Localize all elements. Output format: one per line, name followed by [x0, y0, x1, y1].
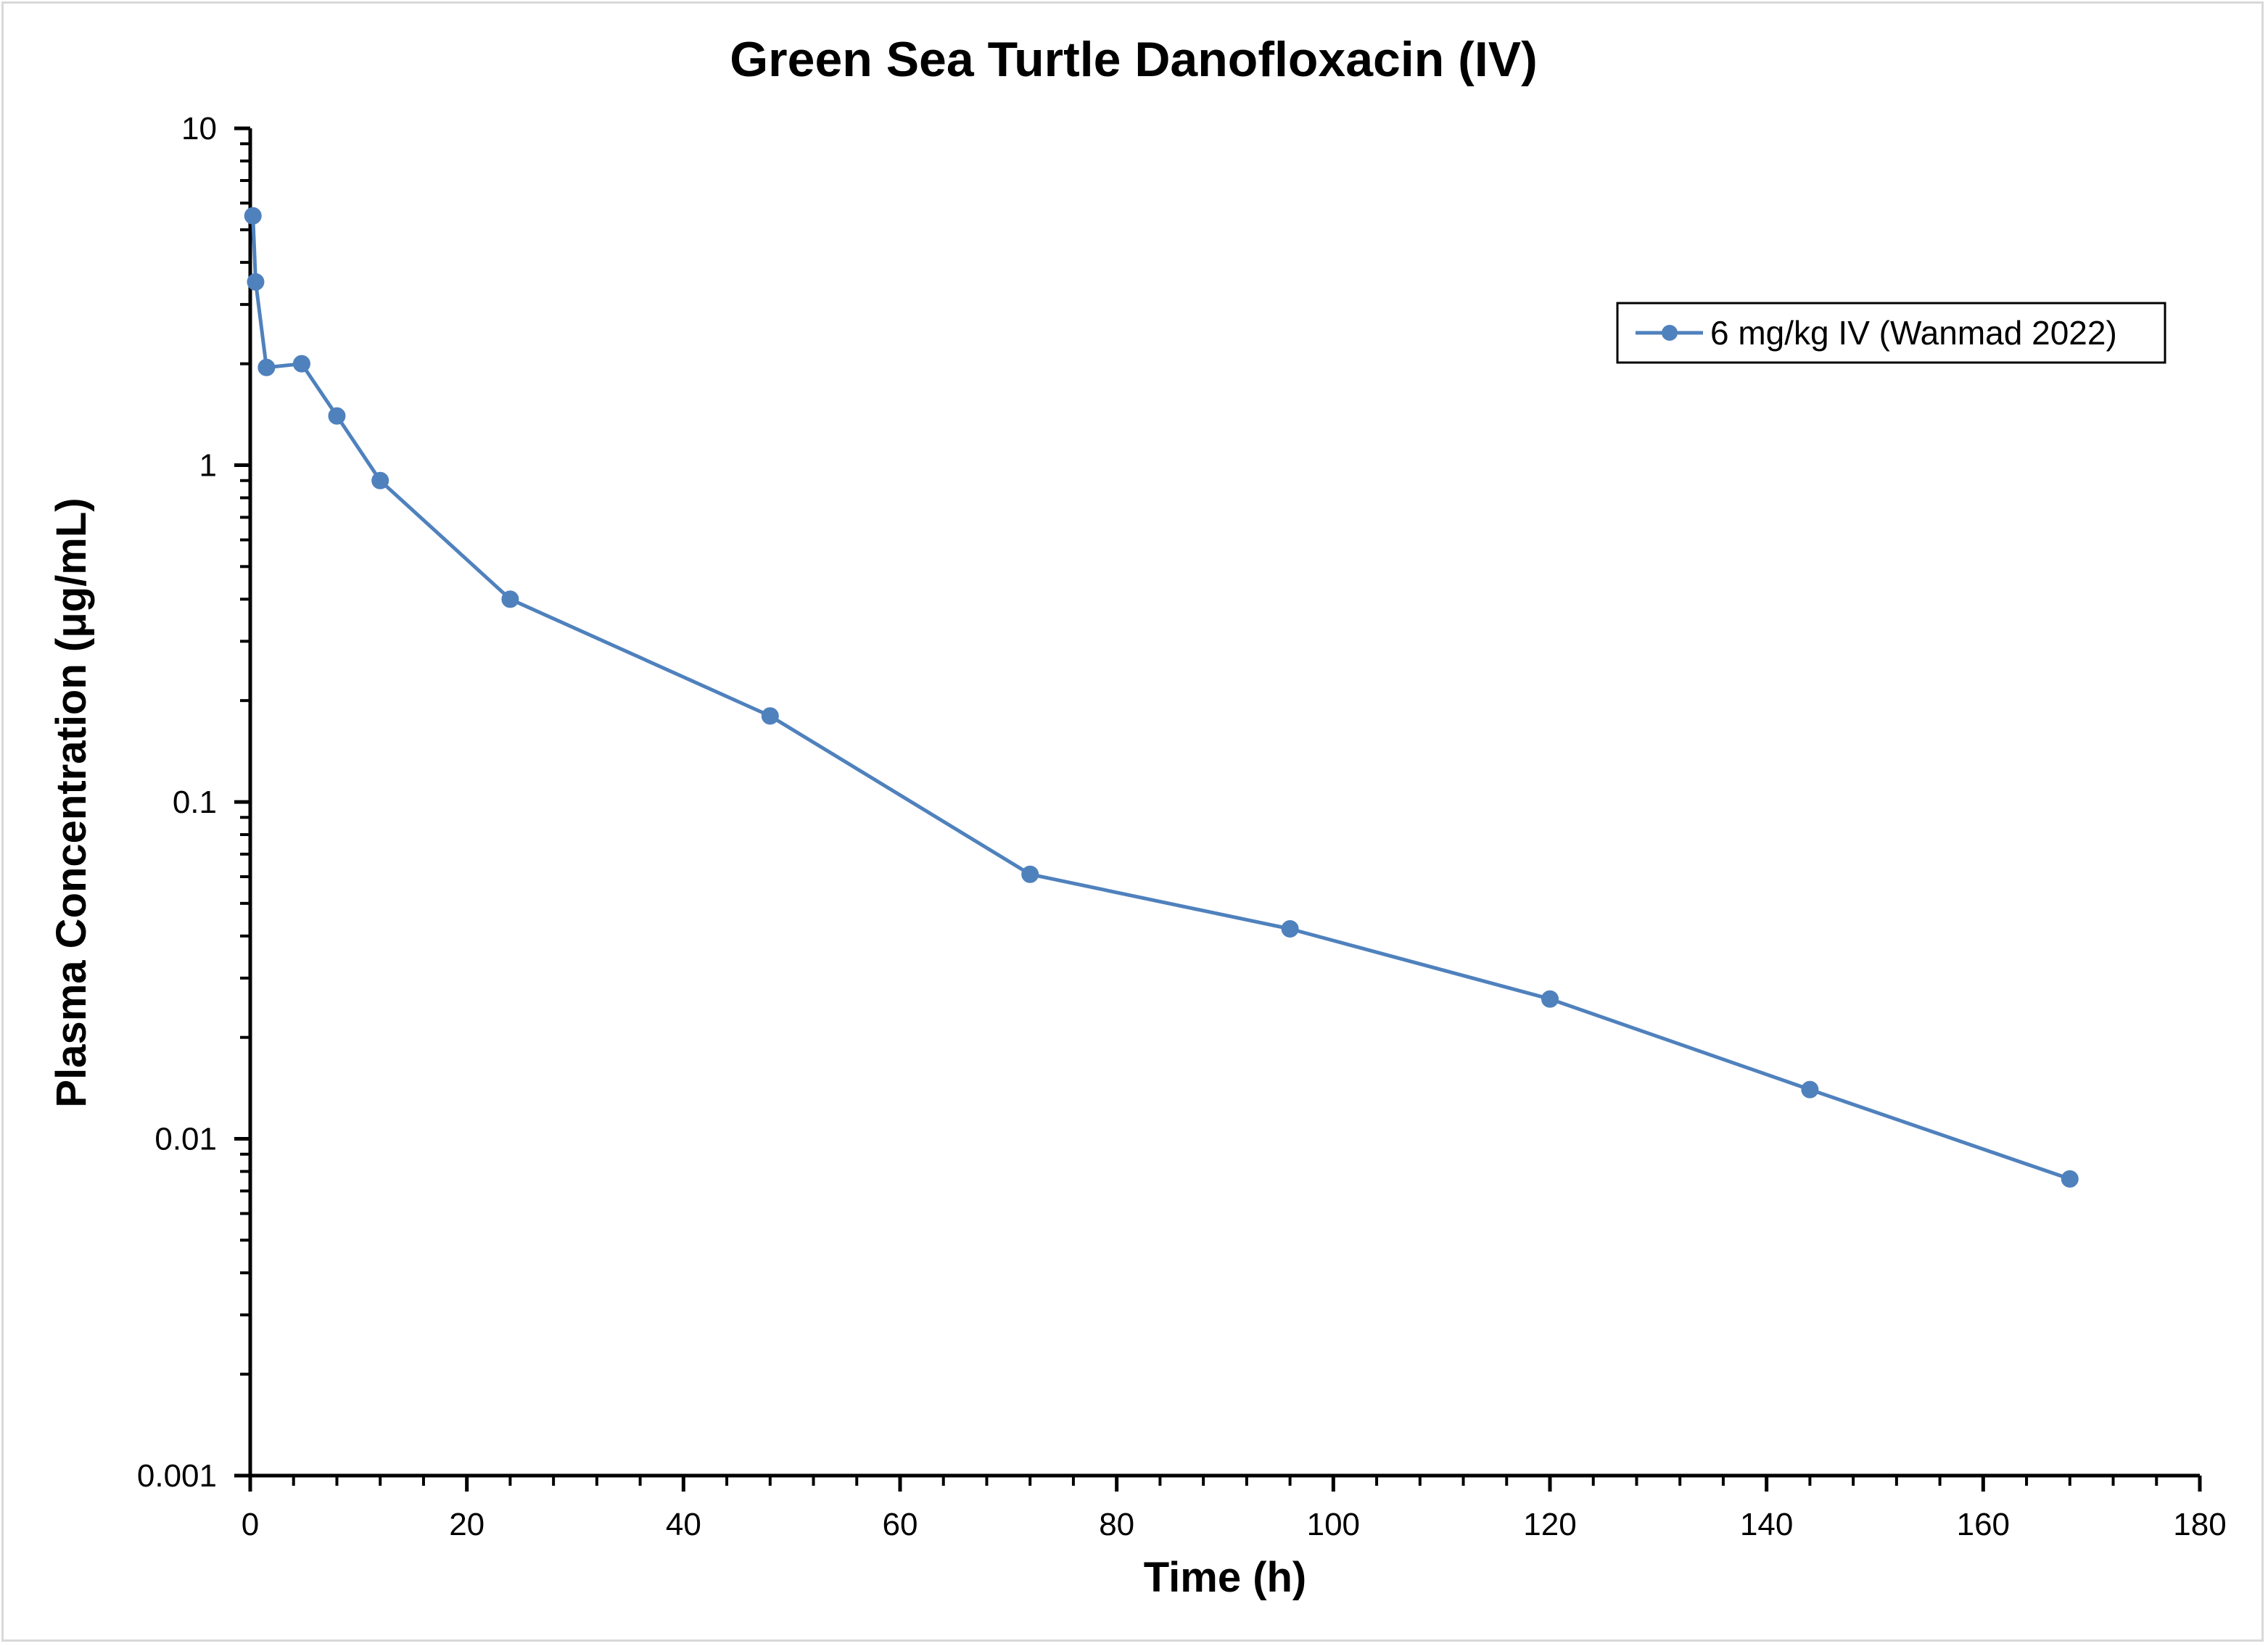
- legend: 6 mg/kg IV (Wanmad 2022): [1616, 302, 2166, 364]
- data-point: [292, 355, 310, 373]
- x-tick-label: 20: [449, 1507, 484, 1542]
- data-point: [1021, 865, 1039, 883]
- x-tick-label: 60: [883, 1507, 918, 1542]
- y-axis-title: Plasma Concentration (μg/mL): [48, 497, 95, 1107]
- chart-title: Green Sea Turtle Danofloxacin (IV): [730, 32, 1537, 87]
- y-tick-label: 0.1: [173, 785, 217, 820]
- legend-marker: [1662, 325, 1678, 341]
- x-tick-label: 180: [2173, 1507, 2226, 1542]
- data-point: [371, 471, 389, 489]
- x-tick-label: 0: [242, 1507, 259, 1542]
- x-tick-label: 100: [1307, 1507, 1360, 1542]
- y-tick-label: 0.01: [154, 1122, 217, 1157]
- data-point: [1281, 920, 1299, 938]
- x-tick-label: 160: [1957, 1507, 2010, 1542]
- data-point: [2061, 1170, 2079, 1188]
- data-point: [501, 590, 519, 608]
- data-point: [1801, 1080, 1819, 1099]
- data-point: [328, 407, 346, 425]
- data-point: [247, 273, 265, 291]
- legend-label: 6 mg/kg IV (Wanmad 2022): [1710, 314, 2117, 352]
- y-tick-label: 10: [181, 111, 217, 146]
- y-tick-label: 0.001: [137, 1458, 217, 1494]
- x-tick-label: 40: [666, 1507, 701, 1542]
- x-tick-label: 80: [1099, 1507, 1134, 1542]
- x-axis-title: Time (h): [1144, 1554, 1307, 1601]
- data-point: [257, 358, 276, 376]
- x-tick-label: 140: [1740, 1507, 1793, 1542]
- data-point: [1541, 990, 1559, 1008]
- data-point: [761, 707, 779, 725]
- y-tick-label: 1: [199, 448, 217, 484]
- x-tick-label: 120: [1523, 1507, 1576, 1542]
- legend-box: [1616, 302, 2166, 364]
- data-point: [244, 207, 262, 225]
